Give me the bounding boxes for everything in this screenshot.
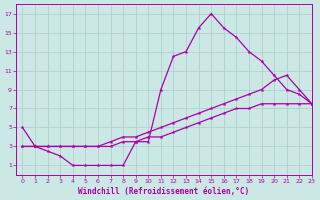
X-axis label: Windchill (Refroidissement éolien,°C): Windchill (Refroidissement éolien,°C) [78,187,250,196]
